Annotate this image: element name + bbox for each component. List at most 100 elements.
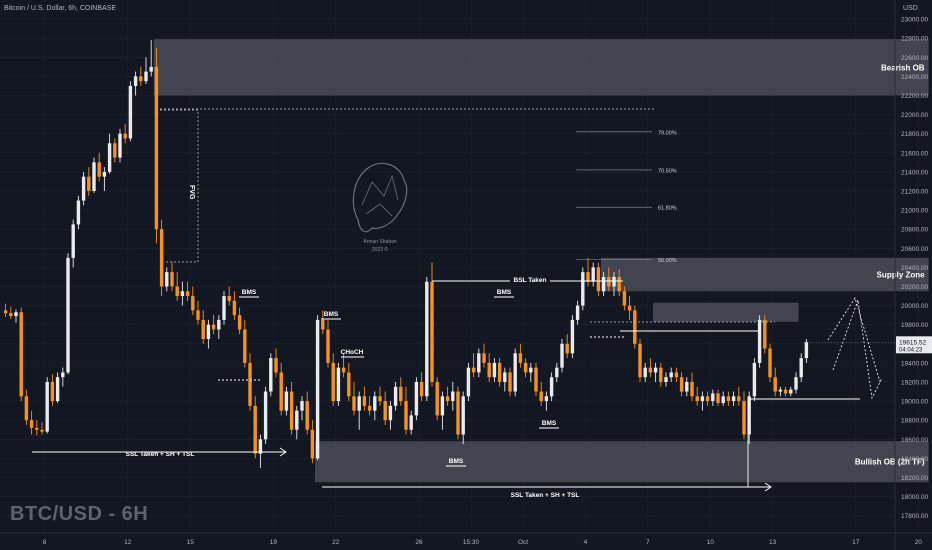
- candle-body: [248, 362, 252, 406]
- candle-body: [29, 420, 34, 428]
- candle-body: [716, 393, 720, 403]
- price-tick-label: 23000.00: [901, 17, 928, 24]
- logo-outline: [352, 162, 408, 233]
- logo-name: Arman Shaban: [363, 239, 397, 245]
- fibonacci-levels: 79.00% 70.50% 61.80% 50.00%: [576, 130, 677, 264]
- price-tick-label: 19000.00: [901, 399, 928, 406]
- candle-body: [154, 66, 159, 230]
- candle-body: [40, 429, 44, 432]
- candle-body: [149, 66, 153, 72]
- price-tick-label: 22400.00: [901, 74, 928, 81]
- candle-body: [518, 353, 523, 363]
- candle-body: [674, 372, 679, 378]
- candle-body: [487, 362, 491, 378]
- candle-body: [721, 396, 725, 403]
- candle-body: [695, 396, 699, 402]
- candle-body: [804, 342, 809, 359]
- candle-body: [123, 133, 127, 139]
- candle-body: [757, 319, 762, 363]
- candle-body: [700, 396, 705, 402]
- candle-body: [191, 296, 195, 311]
- price-tick-label: 21600.00: [901, 150, 928, 157]
- zone-box: [153, 39, 929, 96]
- candle-body: [367, 405, 372, 411]
- price-tick-label: 22200.00: [901, 93, 928, 100]
- bsl-label: BSL Taken: [514, 277, 547, 284]
- candle-body: [217, 319, 221, 330]
- candle-body: [794, 377, 798, 390]
- zone-label: Supply Zone: [877, 271, 926, 280]
- candle-body: [778, 389, 783, 392]
- price-tick-label: 22000.00: [901, 112, 928, 119]
- candle-body: [206, 324, 211, 340]
- price-tag-box: [896, 336, 932, 354]
- candle-body: [321, 319, 325, 330]
- candle-body: [783, 389, 788, 394]
- fib-label: 61.80%: [658, 206, 677, 212]
- candle-body: [607, 276, 611, 287]
- choch-label: CHoCH: [341, 349, 364, 356]
- candle-body: [669, 372, 673, 378]
- candle-body: [612, 276, 616, 287]
- candle-body: [227, 296, 231, 301]
- candle-body: [66, 257, 70, 373]
- candle-body: [393, 386, 398, 406]
- candle-body: [55, 377, 60, 402]
- price-tick-label: 20600.00: [901, 246, 928, 253]
- candle-body: [565, 343, 569, 354]
- candle-body: [107, 143, 112, 172]
- time-tick-label: 7: [646, 539, 650, 546]
- price-tick-label: 22800.00: [901, 36, 928, 43]
- candle-body: [50, 381, 55, 402]
- candle-body: [737, 396, 741, 402]
- bms-label: BMS: [449, 458, 464, 465]
- candle-body: [529, 367, 533, 373]
- candle-body: [232, 300, 237, 316]
- candle-body: [81, 176, 86, 201]
- candle-body: [409, 415, 413, 430]
- time-tick-label: 10: [707, 539, 715, 546]
- candle-body: [35, 427, 39, 430]
- candle-body: [196, 310, 200, 320]
- time-tick-label: 19: [270, 539, 278, 546]
- time-tick-label: 17: [852, 539, 860, 546]
- candle-body: [492, 362, 497, 378]
- fib-label: 70.50%: [658, 168, 677, 174]
- ssl-label-1: SSL Taken + SH + TSL: [126, 451, 195, 458]
- candle-body: [243, 329, 247, 363]
- candle-body: [482, 353, 486, 363]
- candle-body: [633, 310, 637, 344]
- bms-label: BMS: [497, 289, 512, 296]
- candle-body: [383, 401, 387, 421]
- candle-body: [659, 367, 663, 382]
- time-tick-label: 15: [187, 539, 195, 546]
- candle-body: [430, 281, 434, 382]
- price-tag-countdown: 04:04:23: [899, 347, 923, 353]
- candle-body: [799, 358, 803, 378]
- candle-body: [175, 286, 179, 297]
- candle-body: [679, 377, 684, 392]
- price-tick-label: 20000.00: [901, 303, 928, 310]
- candle-body: [705, 396, 710, 402]
- projection-path: [827, 297, 883, 400]
- time-axis[interactable]: 8 12 15 19 22 26 15:30 Oct 4 7 10 13 17 20: [0, 532, 932, 546]
- candle-body: [237, 315, 242, 330]
- candle-body: [508, 372, 512, 392]
- annotations: FVG BMS BMS BMS BMS BMS CHoCH BSL Taken SSL Take…: [32, 108, 883, 499]
- price-tick-label: 18000.00: [901, 494, 928, 501]
- candle-body: [549, 377, 554, 397]
- candle-body: [466, 367, 471, 397]
- time-tick-label: 20: [915, 539, 923, 546]
- price-tick-label: 20400.00: [901, 265, 928, 272]
- price-tick-label: 21000.00: [901, 208, 928, 215]
- candle-body: [586, 272, 590, 282]
- time-tick-label: 13: [769, 539, 777, 546]
- candle-body: [289, 391, 294, 430]
- candle-body: [773, 377, 777, 392]
- time-tick-label: 26: [415, 539, 423, 546]
- candle-body: [133, 76, 138, 86]
- candle-body: [102, 171, 107, 177]
- candle-body: [425, 281, 429, 397]
